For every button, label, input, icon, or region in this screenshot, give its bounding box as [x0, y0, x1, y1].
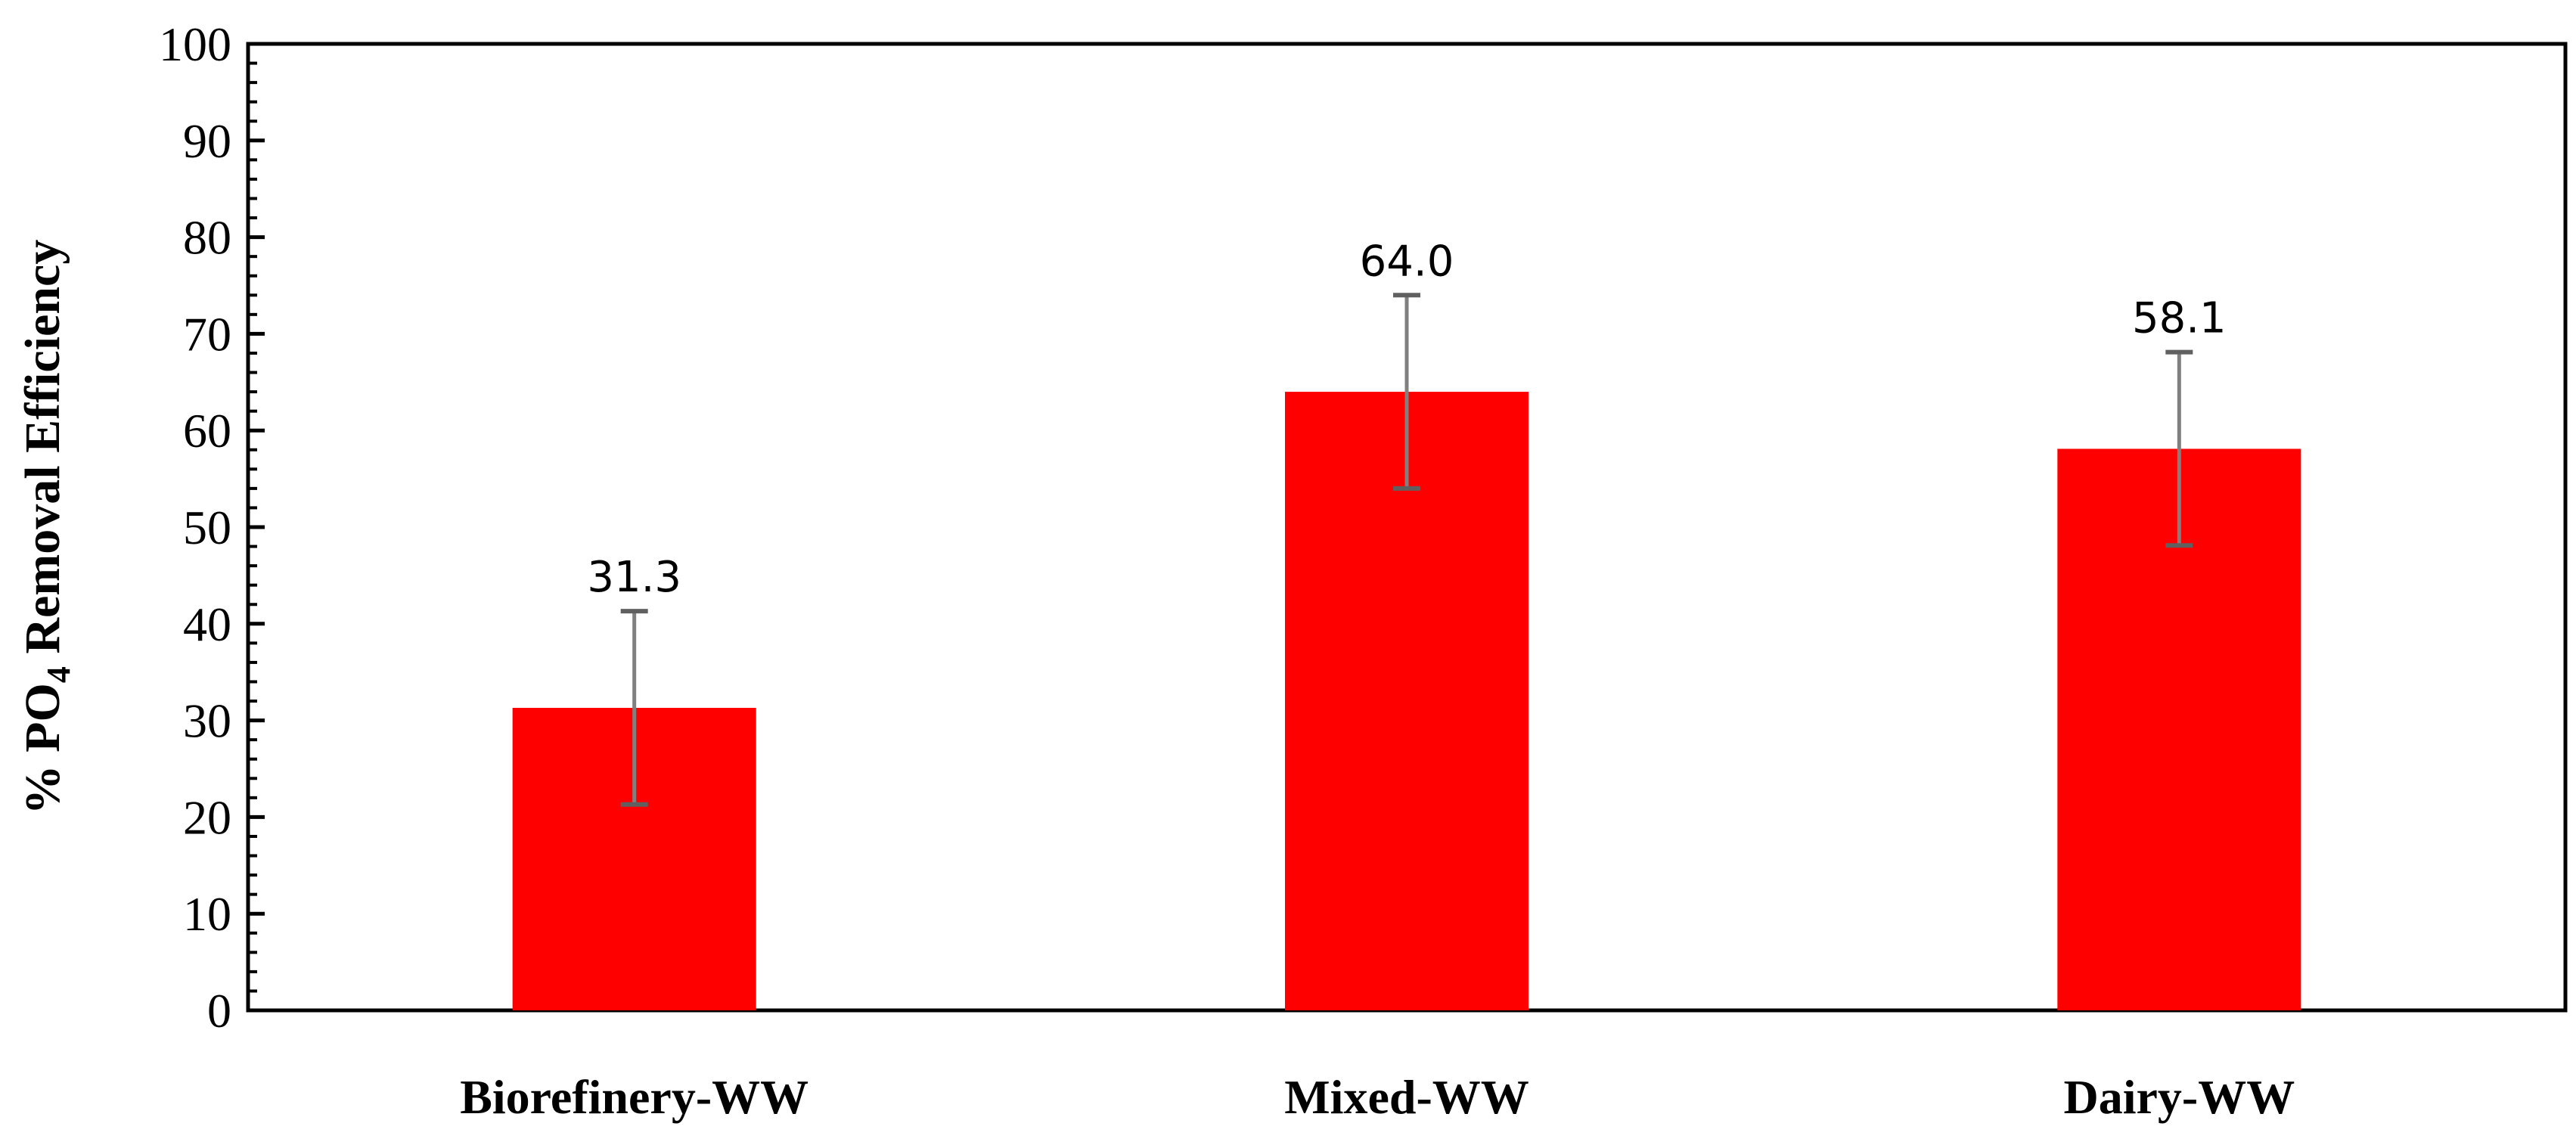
y-tick-label: 60	[183, 404, 231, 458]
y-axis-tick-labels: 0 10 20 30 40 50 60 70 80 90 100	[159, 17, 231, 1038]
y-axis-title: % PO4 Removal Efficiency	[15, 240, 77, 815]
y-tick-label: 90	[183, 114, 231, 168]
y-tick-label: 30	[183, 694, 231, 748]
data-label: 31.3	[587, 553, 681, 602]
x-category-label: Dairy-WW	[2063, 1070, 2295, 1124]
bar	[1285, 392, 1529, 1010]
y-tick-label: 10	[183, 887, 231, 941]
data-labels: 31.3 64.0 58.1	[587, 237, 2226, 602]
y-axis-title-subscript: 4	[40, 666, 77, 683]
x-category-label: Biorefinery-WW	[460, 1070, 808, 1124]
y-axis-major-ticks	[248, 42, 265, 1013]
data-label: 58.1	[2132, 294, 2227, 343]
y-tick-label: 50	[183, 501, 231, 554]
x-axis-category-labels: Biorefinery-WW Mixed-WW Dairy-WW	[460, 1070, 2295, 1124]
y-axis-title-prefix: % PO	[15, 683, 70, 814]
y-axis-title-suffix: Removal Efficiency	[15, 240, 70, 667]
y-tick-label: 70	[183, 307, 231, 361]
y-tick-label: 0	[207, 984, 231, 1038]
y-tick-label: 80	[183, 211, 231, 265]
error-bars	[620, 293, 2193, 807]
y-tick-label: 40	[183, 597, 231, 651]
y-axis-minor-ticks	[248, 61, 257, 993]
x-category-label: Mixed-WW	[1284, 1070, 1529, 1124]
y-tick-label: 100	[159, 17, 231, 71]
y-tick-label: 20	[183, 790, 231, 844]
data-label: 64.0	[1360, 237, 1454, 286]
